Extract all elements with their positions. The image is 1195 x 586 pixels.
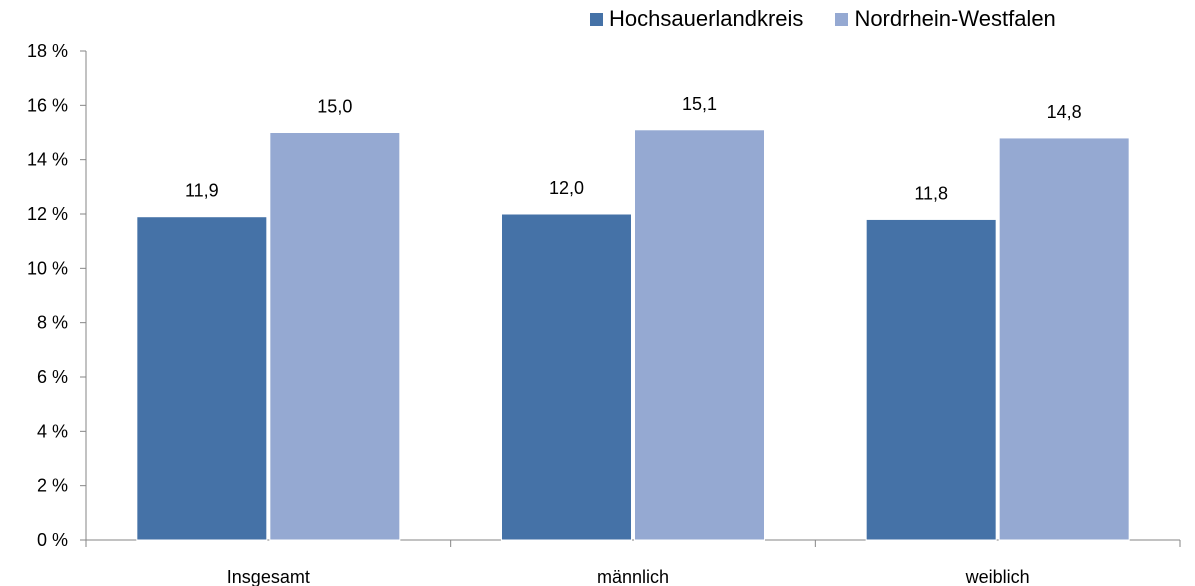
y-tick-label: 0 % (37, 530, 68, 550)
data-label: 12,0 (549, 178, 584, 198)
y-tick-label: 2 % (37, 476, 68, 496)
bar (998, 137, 1130, 541)
x-tick-label: weiblich (965, 567, 1030, 586)
y-tick-label: 8 % (37, 313, 68, 333)
bar (269, 132, 401, 541)
legend-swatch-nordrhein-westfalen (835, 12, 849, 26)
bar (136, 216, 268, 541)
legend-label-hochsauerlandkreis: Hochsauerlandkreis (609, 6, 804, 31)
x-tick-label: männlich (597, 567, 669, 586)
data-label: 14,8 (1047, 102, 1082, 122)
legend-label-nordrhein-westfalen: Nordrhein-Westfalen (854, 6, 1056, 31)
bar (634, 129, 765, 541)
y-tick-label: 4 % (37, 421, 68, 441)
legend-item-nordrhein-westfalen: Nordrhein-Westfalen (835, 6, 1056, 32)
y-tick-label: 18 % (27, 41, 68, 61)
x-tick-label: Insgesamt (227, 567, 310, 586)
data-label: 15,1 (682, 94, 717, 114)
y-tick-label: 10 % (27, 258, 68, 278)
bar (501, 213, 632, 541)
y-tick-label: 16 % (27, 95, 68, 115)
y-tick-label: 12 % (27, 204, 68, 224)
legend-swatch-hochsauerlandkreis (590, 12, 603, 26)
y-tick-label: 6 % (37, 367, 68, 387)
bar (865, 218, 997, 541)
data-label: 11,9 (185, 181, 219, 201)
legend: Hochsauerlandkreis Nordrhein-Westfalen (590, 6, 1088, 32)
data-label: 11,8 (914, 183, 948, 203)
y-tick-label: 14 % (27, 150, 68, 170)
data-label: 15,0 (317, 97, 352, 117)
legend-item-hochsauerlandkreis: Hochsauerlandkreis (590, 6, 803, 32)
